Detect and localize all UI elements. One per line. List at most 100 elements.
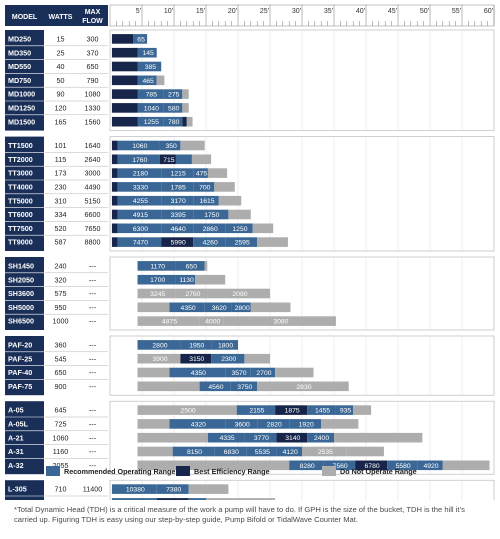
bar-segment-recommended [163, 89, 183, 99]
watts-value: 90 [57, 90, 65, 99]
watts-value: 710 [55, 485, 67, 494]
gph-label: 4915 [133, 212, 148, 219]
gph-label: 1800 [218, 342, 233, 349]
header-max-flow: MAX [85, 9, 101, 16]
watts-value: 1000 [53, 317, 69, 326]
max-flow-value: 650 [87, 62, 99, 71]
bar-segment-donot [442, 460, 490, 471]
bar-segment-donot [252, 223, 274, 234]
watts-value: 230 [55, 183, 67, 192]
bar-segment-donot [195, 274, 226, 285]
x-tick-label: 40' [356, 8, 365, 15]
gph-label: 3620 [212, 305, 227, 312]
watts-value: 173 [55, 169, 67, 178]
legend-swatch-recommended [46, 466, 60, 476]
bar-segment-best [161, 237, 194, 247]
bar-segment-recommended [193, 223, 226, 234]
bar-segment-recommended [231, 302, 251, 313]
gph-label: 3570 [231, 370, 246, 377]
gph-label: 4320 [191, 421, 206, 428]
header-watts: WATTS [49, 14, 73, 21]
bar-segment-recommended [161, 168, 194, 178]
bar-segment-recommended [137, 274, 176, 285]
x-tick-label: 45' [388, 8, 397, 15]
bar-segment-donot [334, 432, 423, 443]
bar-segment-best [111, 154, 118, 165]
gph-label: 4255 [133, 198, 148, 205]
bar-segment-donot [191, 154, 212, 165]
model-name: SH1450 [8, 262, 34, 271]
x-tick-label: 20' [228, 8, 237, 15]
gph-label: 2830 [296, 384, 311, 391]
gph-label: 780 [168, 119, 180, 126]
bar-segment-best [111, 237, 118, 247]
bar-segment-donot [321, 419, 359, 429]
bar-segment-donot [182, 89, 189, 99]
bar-segment-recommended [307, 405, 336, 415]
bar-segment-recommended [117, 195, 162, 206]
watts-value: 1160 [53, 447, 68, 456]
gph-label: 5535 [255, 449, 270, 456]
bar-segment-best [111, 182, 118, 192]
max-flow-value: 370 [87, 48, 99, 57]
gph-label: 1760 [132, 157, 147, 164]
gph-label: 1170 [150, 263, 165, 270]
max-flow-value: --- [89, 262, 97, 271]
max-flow-value: 1640 [85, 141, 101, 150]
legend-label-donot: Do Not Operate Range [340, 467, 417, 476]
gph-label: 1615 [199, 198, 214, 205]
max-flow-value: 7650 [85, 224, 101, 233]
model-name: TT2000 [8, 155, 33, 164]
gph-label: 4920 [423, 463, 438, 470]
watts-value: 310 [55, 196, 67, 205]
bar-segment-recommended [161, 182, 194, 192]
max-flow-value: 8800 [85, 238, 101, 247]
gph-label: 2750 [185, 291, 200, 298]
model-name: SH5000 [8, 303, 34, 312]
model-name: MD1250 [8, 104, 35, 113]
bar-segment-recommended [193, 195, 219, 206]
max-flow-value: 300 [87, 35, 99, 44]
bar-segment-best [182, 116, 187, 127]
bar-segment-donot [244, 353, 270, 364]
gph-label: 2090 [232, 291, 247, 298]
max-flow-value: 2640 [85, 155, 101, 164]
model-name: A-31 [8, 447, 24, 456]
bar-segment-recommended [175, 274, 196, 285]
bar-segment-recommended [193, 209, 229, 220]
watts-value: 645 [55, 406, 67, 415]
max-flow-value: --- [89, 461, 97, 470]
header-model: MODEL [12, 14, 38, 21]
bar-segment-recommended [335, 405, 354, 415]
gph-label: 2180 [133, 171, 148, 178]
max-flow-value: --- [89, 354, 97, 363]
watts-value: 50 [57, 76, 65, 85]
watts-value: 2055 [53, 461, 69, 470]
gph-label: 3170 [171, 198, 186, 205]
gph-label: 4350 [191, 370, 206, 377]
x-tick-label: 60' [484, 8, 493, 15]
bar-segment-recommended [137, 75, 157, 86]
pump-performance-chart: MODEL WATTS MAX FLOW 5' 10' 15' 20' 25' 30' 35' 40'… [5, 4, 495, 500]
gph-label: 6300 [133, 226, 148, 233]
bar-segment-best [111, 223, 118, 234]
model-name: A-05L [8, 420, 29, 429]
gph-label: 2595 [235, 240, 250, 247]
gph-label: 1785 [171, 184, 186, 191]
gph-label: 2500 [181, 408, 196, 415]
bar-segment-best [276, 432, 308, 443]
max-flow-value: --- [89, 406, 97, 415]
model-name: L-305 [8, 485, 27, 494]
gph-label: 1950 [189, 342, 204, 349]
max-flow-value: --- [89, 433, 97, 442]
max-flow-value: 5150 [85, 196, 101, 205]
gph-label: 2820 [267, 421, 282, 428]
gph-label: 2800 [235, 305, 250, 312]
x-tick-label: 50' [420, 8, 429, 15]
gph-label: 4335 [220, 435, 235, 442]
bar-segment-recommended [204, 302, 232, 313]
model-name: MD1000 [8, 90, 35, 99]
x-tick-label: 35' [324, 8, 333, 15]
gph-label: 1255 [144, 119, 159, 126]
bar-segment-recommended [172, 446, 215, 457]
